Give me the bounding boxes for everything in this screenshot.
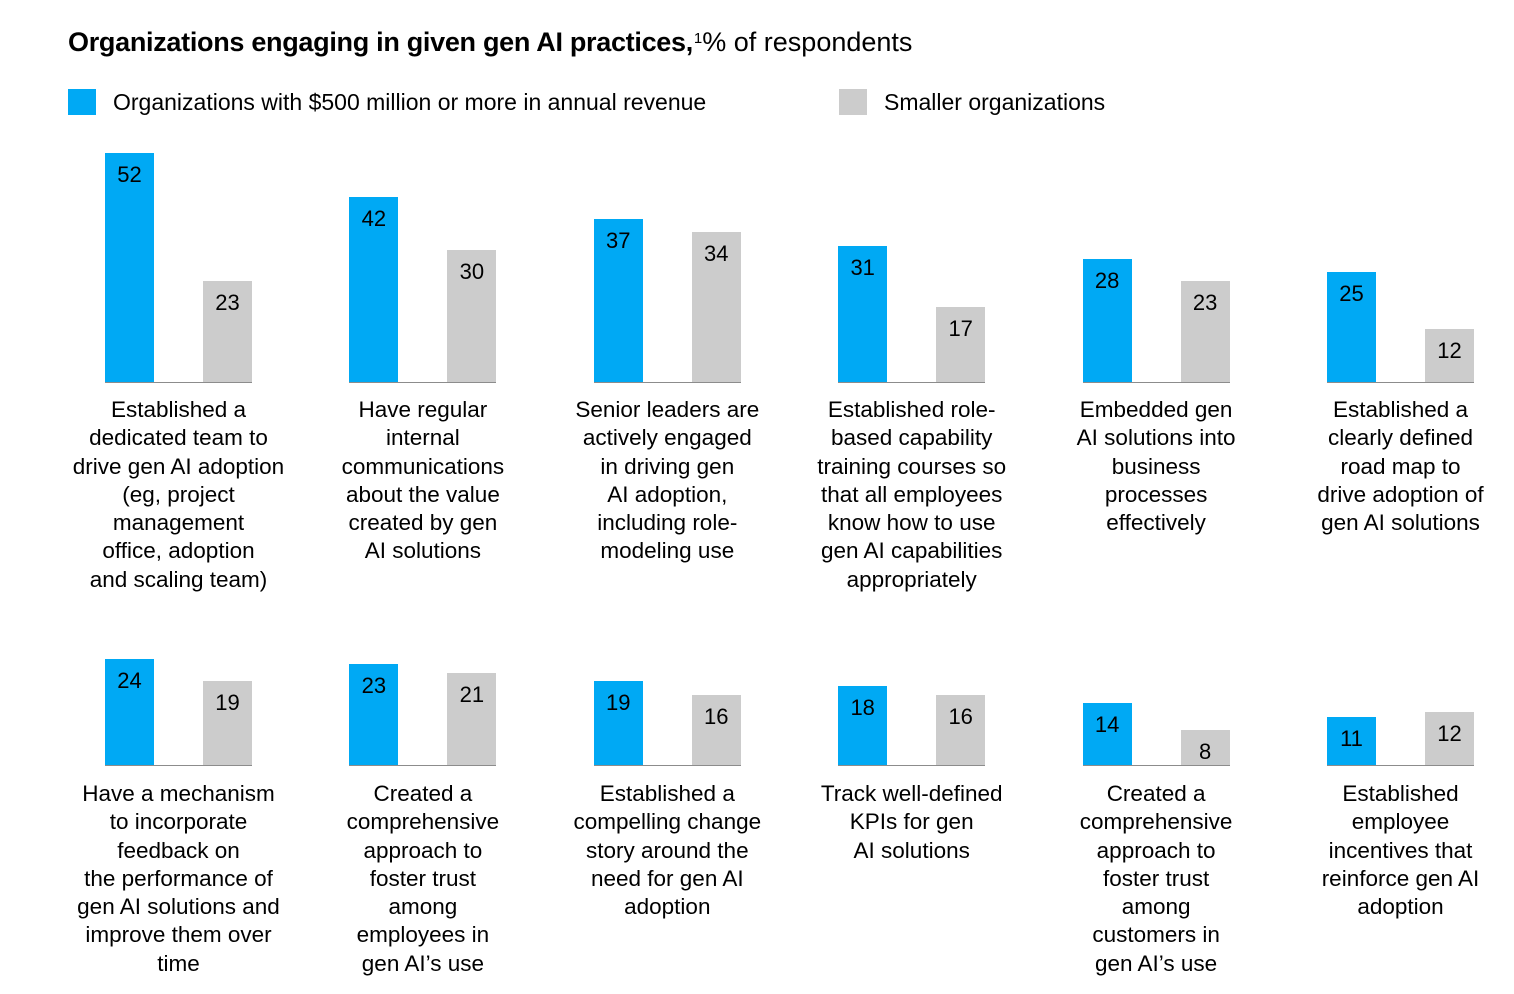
baseline-3	[593, 382, 741, 383]
bar-large-orgs-2	[349, 197, 399, 382]
bar-large-orgs-7	[105, 659, 154, 765]
bar-value-smaller-orgs-9: 16	[704, 703, 729, 729]
bar-large-orgs-1	[105, 153, 154, 382]
bar-value-large-orgs-12: 11	[1340, 725, 1363, 751]
category-label-4: Established role- based capability train…	[817, 397, 1007, 592]
category-label-7: Have a mechanism to incorporate feedback…	[77, 781, 280, 976]
baseline-4	[838, 382, 986, 383]
baseline-12	[1327, 765, 1474, 766]
bar-smaller-orgs-7	[203, 681, 252, 765]
bar-value-smaller-orgs-5: 23	[1192, 289, 1218, 315]
bar-smaller-orgs-8	[447, 672, 497, 765]
bar-smaller-orgs-9	[691, 694, 741, 765]
chart-title: Organizations engaging in given gen AI p…	[68, 26, 912, 58]
bar-smaller-orgs-4	[936, 307, 986, 382]
bar-value-large-orgs-5: 28	[1094, 267, 1120, 293]
legend-label-large-orgs: Organizations with $500 million or more …	[113, 89, 707, 115]
bar-value-smaller-orgs-2: 30	[459, 259, 485, 284]
category-label-1: Established a dedicated team to drive ge…	[72, 397, 285, 592]
bar-large-orgs-11	[1082, 703, 1132, 765]
bar-value-large-orgs-8: 23	[361, 672, 387, 698]
bar-value-smaller-orgs-7: 19	[215, 690, 240, 716]
bar-value-smaller-orgs-4: 17	[948, 316, 973, 342]
baseline-9	[593, 765, 741, 766]
baseline-6	[1327, 382, 1474, 383]
bar-large-orgs-9	[593, 681, 643, 765]
bar-smaller-orgs-11	[1180, 729, 1230, 765]
bar-value-large-orgs-3: 37	[606, 228, 631, 254]
baseline-11	[1082, 765, 1230, 766]
category-label-3: Senior leaders are actively engaged in d…	[575, 397, 760, 564]
title-footnote-marker: 1	[693, 30, 703, 47]
category-label-2: Have regular internal communications abo…	[341, 397, 505, 564]
bar-large-orgs-5	[1082, 258, 1132, 382]
bar-smaller-orgs-5	[1180, 280, 1230, 382]
legend-swatch-large-orgs	[68, 89, 96, 115]
bar-value-large-orgs-9: 19	[606, 690, 631, 716]
bar-value-large-orgs-10: 18	[850, 694, 875, 720]
bar-large-orgs-10	[838, 685, 888, 765]
bar-value-smaller-orgs-8: 21	[459, 681, 485, 707]
bar-value-smaller-orgs-10: 16	[948, 703, 973, 729]
bar-value-large-orgs-7: 24	[117, 668, 142, 694]
bar-value-smaller-orgs-6: 12	[1437, 338, 1462, 364]
category-label-11: Created a comprehensive approach to fost…	[1079, 781, 1233, 976]
bar-large-orgs-3	[593, 219, 643, 382]
baseline-2	[349, 382, 497, 383]
bar-value-smaller-orgs-11: 8	[1198, 738, 1212, 764]
baseline-7	[105, 765, 252, 766]
bar-smaller-orgs-10	[936, 694, 986, 765]
category-label-5: Embedded gen AI solutions into business …	[1076, 397, 1236, 536]
bar-value-large-orgs-1: 52	[117, 162, 142, 188]
category-label-10: Track well-defined KPIs for gen AI solut…	[820, 781, 1003, 863]
bar-smaller-orgs-2	[447, 250, 497, 382]
baseline-1	[105, 382, 252, 383]
bar-value-smaller-orgs-3: 34	[704, 241, 729, 267]
bar-value-large-orgs-2: 42	[361, 206, 387, 232]
bar-value-large-orgs-4: 31	[850, 254, 875, 280]
bar-value-smaller-orgs-1: 23	[215, 289, 240, 315]
category-label-8: Created a comprehensive approach to fost…	[346, 781, 500, 976]
bar-value-large-orgs-11: 14	[1094, 712, 1120, 738]
baseline-5	[1082, 382, 1230, 383]
bar-large-orgs-12	[1327, 716, 1376, 765]
baseline-10	[838, 765, 986, 766]
bar-smaller-orgs-3	[691, 232, 741, 382]
bar-smaller-orgs-1	[203, 280, 252, 382]
legend-swatch-smaller-orgs	[839, 89, 867, 115]
category-label-6: Established a clearly defined road map t…	[1317, 397, 1484, 536]
bar-large-orgs-6	[1327, 272, 1376, 382]
chart-subtitle: % of respondents	[702, 27, 913, 57]
category-label-12: Established employee incentives that rei…	[1321, 781, 1480, 920]
bar-large-orgs-8	[349, 663, 399, 765]
bar-value-smaller-orgs-12: 12	[1437, 721, 1462, 747]
category-label-9: Established a compelling change story ar…	[573, 781, 762, 920]
bar-large-orgs-4	[838, 245, 888, 382]
bar-value-large-orgs-6: 25	[1339, 281, 1364, 306]
chart-title-main: Organizations engaging in given gen AI p…	[68, 27, 693, 57]
legend-label-smaller-orgs: Smaller organizations	[884, 89, 1106, 115]
bar-smaller-orgs-6	[1425, 329, 1474, 382]
baseline-8	[349, 765, 497, 766]
bar-smaller-orgs-12	[1425, 712, 1474, 765]
